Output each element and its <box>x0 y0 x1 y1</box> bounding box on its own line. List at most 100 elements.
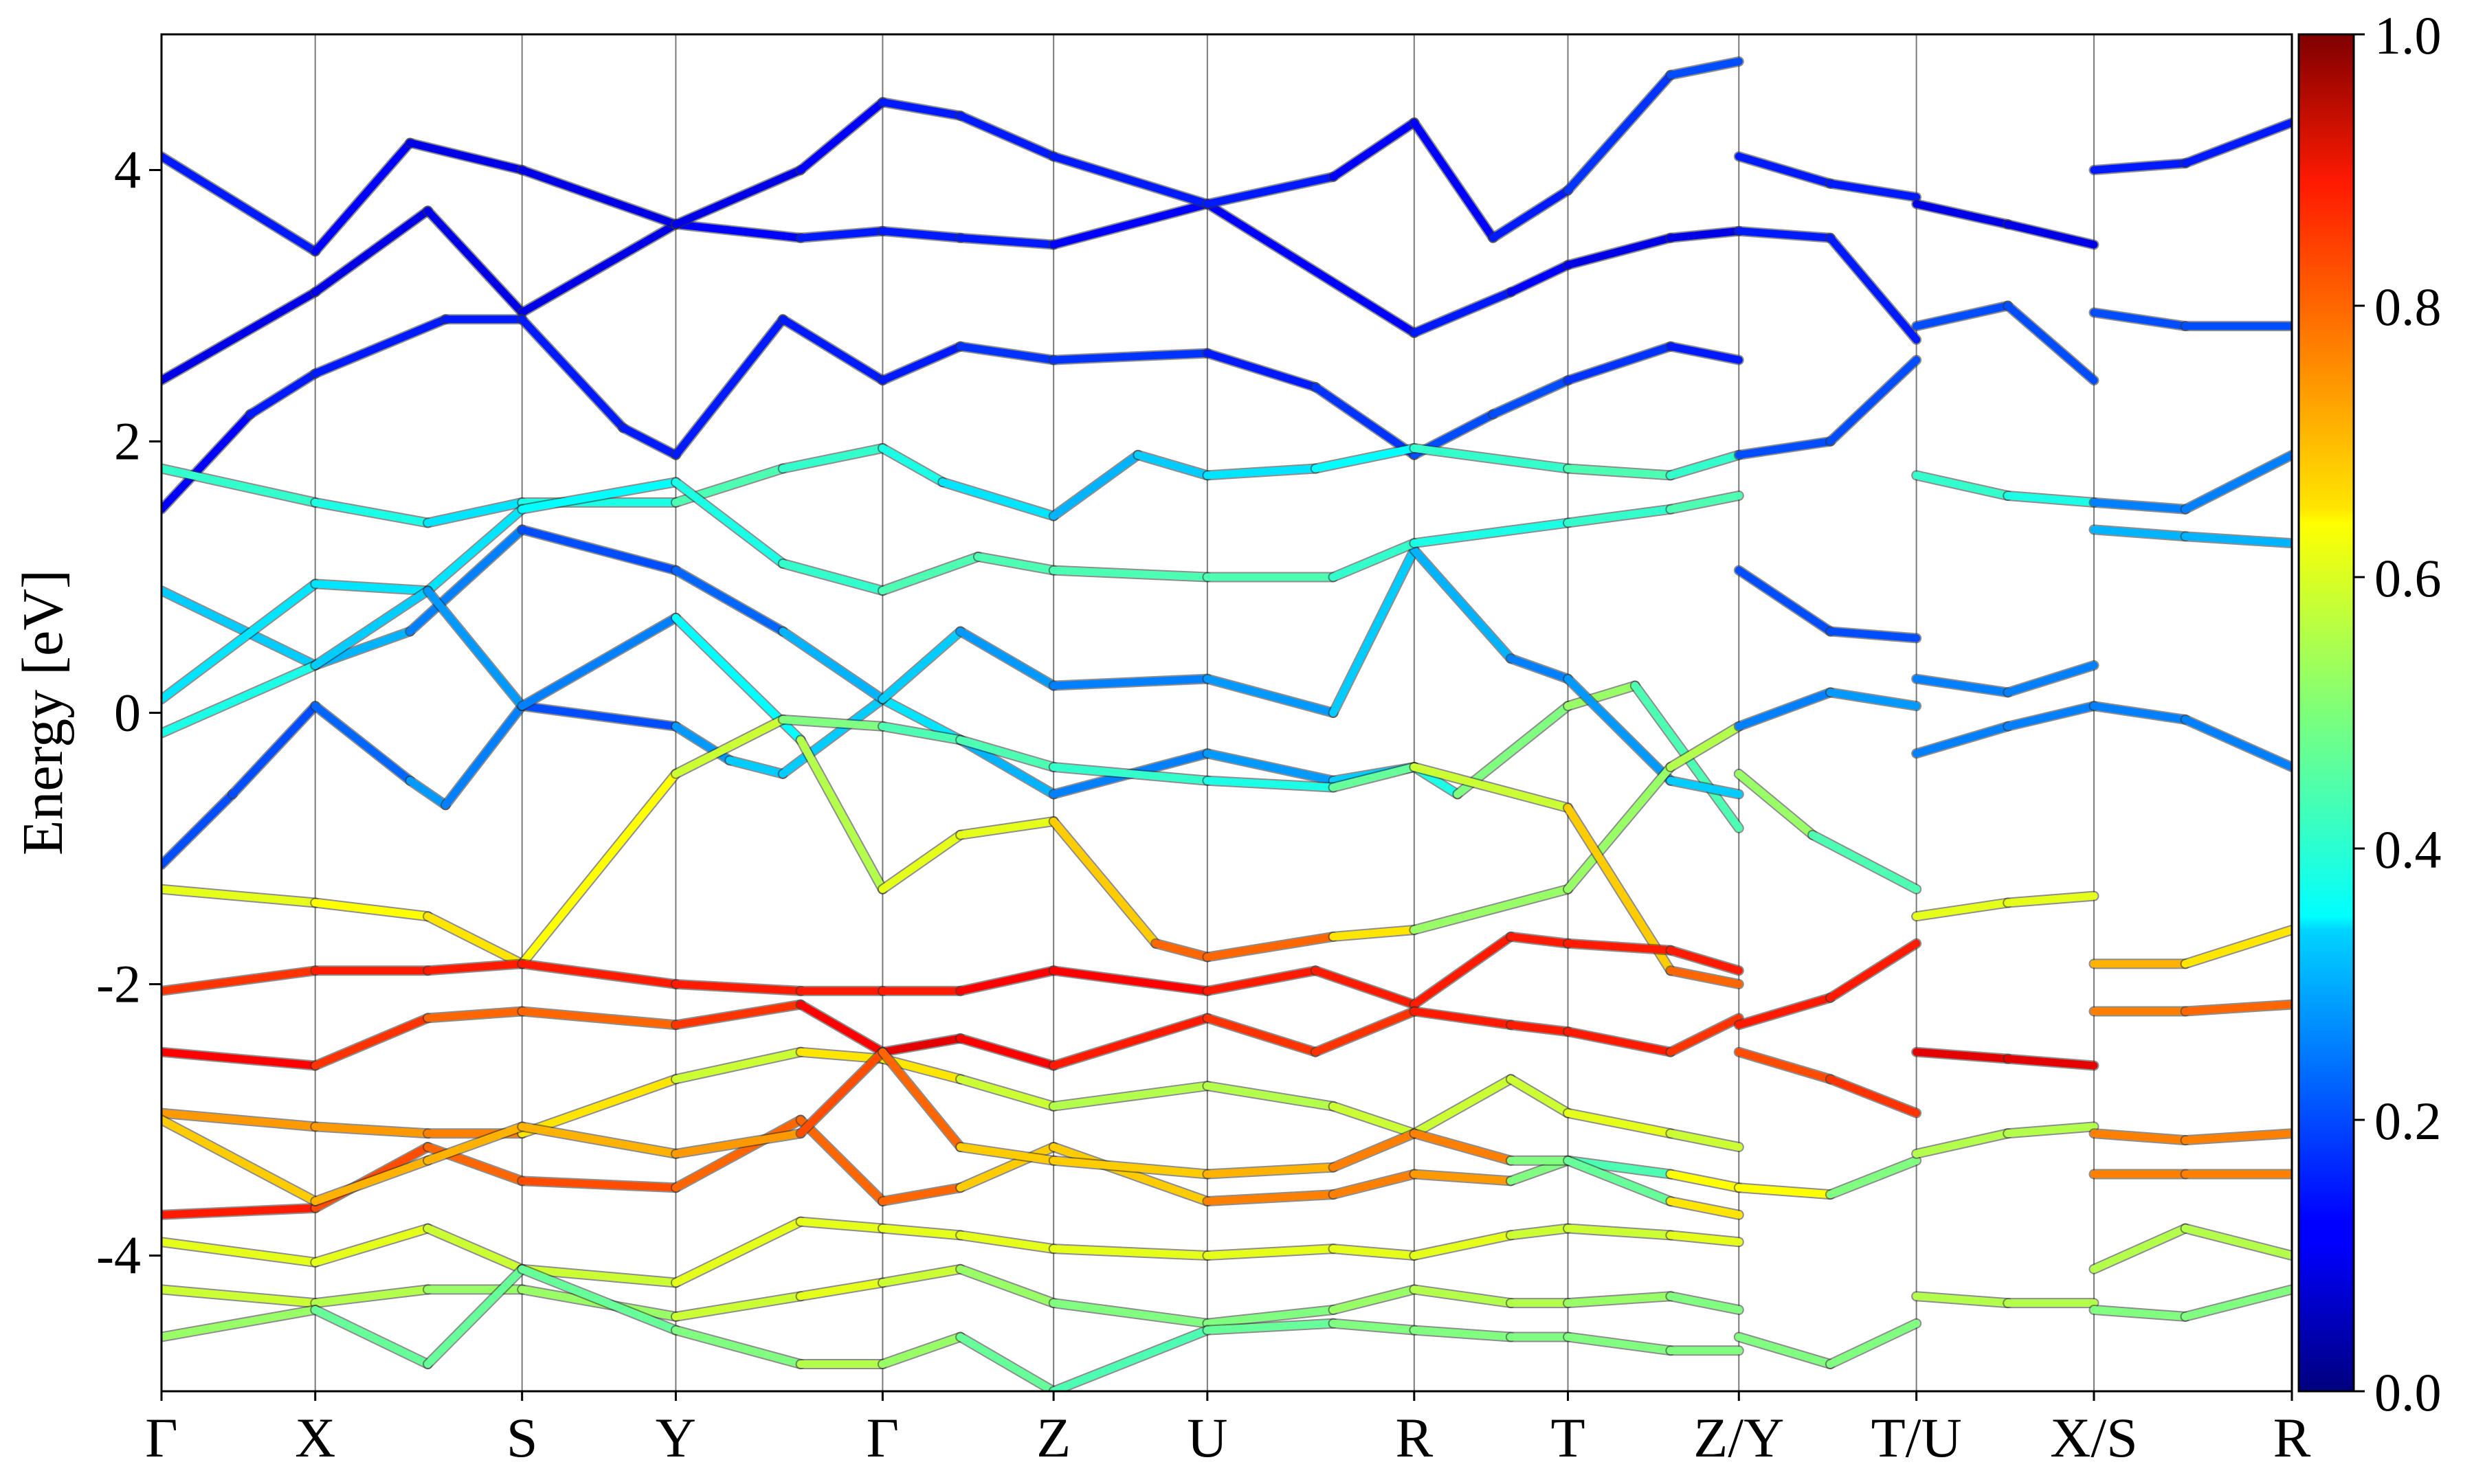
band-segment <box>228 702 320 798</box>
colorbar-gradient <box>2297 33 2355 1393</box>
band-segment <box>1564 804 1675 975</box>
band-segment <box>161 1285 320 1307</box>
band-segment <box>619 424 680 459</box>
band-segment <box>1564 71 1675 194</box>
band-segment <box>796 1048 887 1063</box>
x-tick-label: Γ <box>145 1406 177 1469</box>
band-segment <box>1410 1170 1515 1185</box>
band-segment <box>311 587 432 669</box>
band-segment <box>957 1035 1058 1070</box>
band-segment <box>1735 153 1834 188</box>
band-31 <box>1911 199 2099 250</box>
x-tick-label: X/S <box>2050 1406 2138 1469</box>
band-segment <box>1410 519 1572 548</box>
band-segment <box>518 1123 680 1158</box>
band-segment <box>1667 227 1743 242</box>
band-segment <box>878 227 964 242</box>
band-segment <box>1809 831 1921 893</box>
band-segment <box>1203 675 1337 717</box>
band-segment <box>1311 1007 1418 1056</box>
band-segment <box>1735 993 1834 1029</box>
band-segment <box>796 98 887 174</box>
band-segment <box>1329 926 1418 941</box>
band-segment <box>1913 722 2012 758</box>
band-segment <box>311 139 414 256</box>
band-2 <box>161 56 1744 257</box>
band-segment <box>957 736 1058 771</box>
band-segment <box>1410 444 1572 473</box>
band-segment <box>1203 1191 1337 1205</box>
band-segment <box>1735 688 1834 730</box>
y-tick-label: 4 <box>114 140 141 200</box>
band-segment <box>161 967 320 995</box>
band-segment <box>2004 492 2098 506</box>
band-segment <box>1410 1129 1515 1165</box>
band-segment <box>1049 566 1212 581</box>
band-segment <box>424 1007 526 1022</box>
band-segment <box>957 342 1058 364</box>
band-segment <box>2090 308 2189 330</box>
band-segment <box>2090 526 2189 541</box>
band-segment <box>1506 261 1572 296</box>
colorbar-tick-label: 0.4 <box>2374 820 2442 879</box>
band-segment <box>1667 1292 1743 1314</box>
band-segment <box>1826 688 1921 710</box>
band-segment <box>957 1231 1058 1253</box>
band-segment <box>518 769 680 968</box>
band-segment <box>878 552 982 595</box>
band-segment <box>311 1123 432 1138</box>
band-segment <box>671 478 787 567</box>
band-segment <box>878 444 947 486</box>
band-segment <box>1329 546 1418 717</box>
band-23 <box>1733 938 1922 1031</box>
band-segment <box>1913 471 2012 499</box>
band-20 <box>1733 355 1922 460</box>
band-segment <box>2181 451 2292 513</box>
band-segment <box>974 552 1058 574</box>
band-segment <box>779 695 887 778</box>
band-segment <box>779 627 887 704</box>
band-segment <box>1049 349 1212 364</box>
band-segment <box>2090 1224 2189 1273</box>
band-segment <box>424 587 526 710</box>
x-tick-label: T <box>1550 1406 1585 1469</box>
band-segment <box>518 478 680 513</box>
band-segment <box>518 1177 680 1192</box>
band-segment <box>161 1238 320 1266</box>
band-segment <box>1913 1129 2012 1158</box>
band-segment <box>878 1048 964 1151</box>
band-segment <box>406 776 449 809</box>
band-segment <box>1735 566 1834 636</box>
colorbar-tick-label: 1.0 <box>2374 5 2442 65</box>
band-segment <box>424 1123 526 1165</box>
y-axis-title: Energy [eV] <box>11 570 75 855</box>
band-segment <box>878 1265 964 1287</box>
band-segment <box>1049 818 1160 947</box>
band-segment <box>1564 1156 1675 1205</box>
band-segment <box>1203 464 1319 480</box>
band-segment <box>2181 926 2292 968</box>
band-segment <box>939 478 1058 520</box>
band-segment <box>1489 186 1572 242</box>
x-tick-label: X <box>295 1406 335 1469</box>
band-26 <box>1733 1318 1922 1369</box>
band-segment <box>1203 1082 1337 1110</box>
band-segment <box>161 1116 320 1205</box>
band-segment <box>424 912 526 968</box>
band-27 <box>1911 470 2099 508</box>
colorbar-ticks: 0.0 0.2 0.4 0.6 0.8 1.0 <box>2354 5 2442 1422</box>
band-segment <box>1826 1319 1921 1368</box>
plot-frame <box>160 33 2293 1393</box>
band-segment <box>1410 885 1572 934</box>
band-segment <box>1913 1292 2012 1307</box>
band-segment <box>406 526 526 636</box>
band-segment <box>1049 763 1212 785</box>
band-segment <box>311 315 449 378</box>
band-segment <box>2090 159 2189 174</box>
band-segment <box>796 1048 887 1138</box>
x-tick-label: Y <box>656 1406 696 1469</box>
band-segment <box>671 715 787 778</box>
band-segment <box>2004 1055 2098 1070</box>
band-segment <box>1203 349 1319 391</box>
